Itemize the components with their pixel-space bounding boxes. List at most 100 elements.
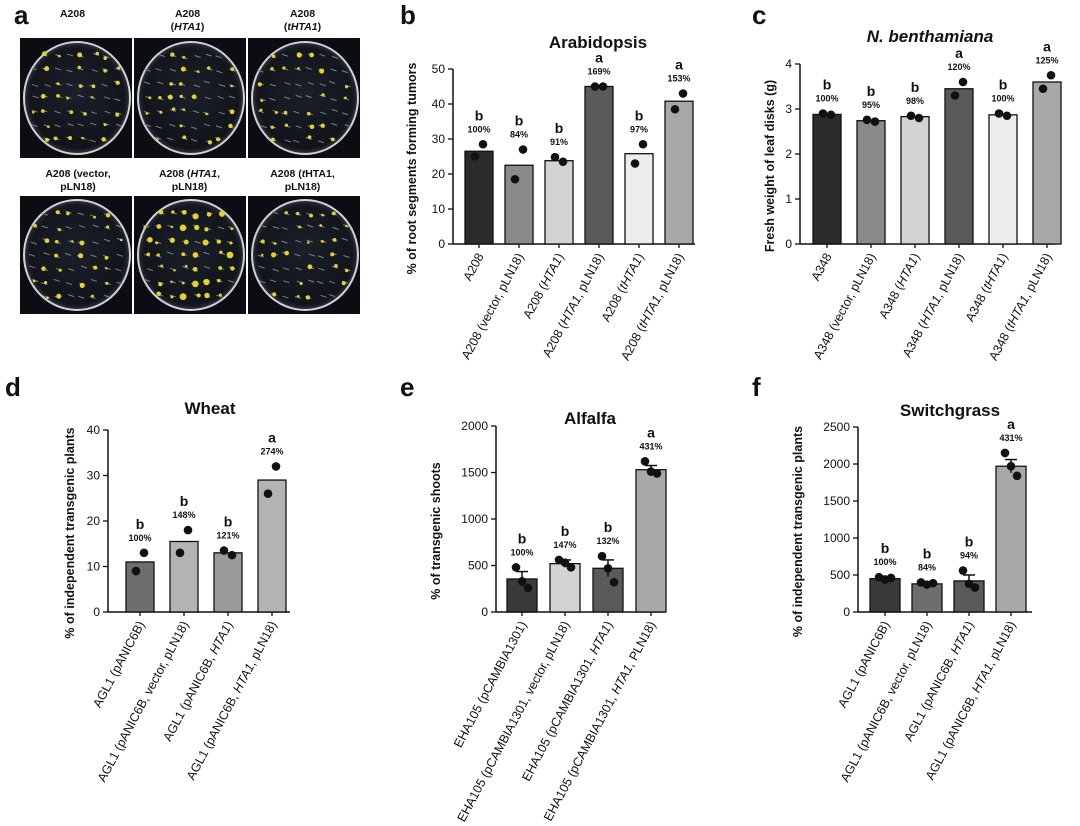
data-point [558, 157, 568, 167]
significance-letter: b [867, 83, 876, 99]
bar [664, 100, 694, 245]
chart-title: Wheat [185, 399, 236, 418]
data-point [523, 583, 533, 593]
chart-title: Alfalfa [564, 409, 617, 428]
significance-letter: b [635, 107, 644, 123]
significance-letter: b [604, 519, 613, 535]
x-tick-label: A348 (tHTA1) [963, 251, 1011, 324]
panel-letter-b: b [400, 0, 416, 30]
chart-c: N. benthamiana 0 1 2 3 4 Fresh weight of leaf … [763, 27, 1062, 363]
bar [504, 164, 534, 245]
significance-letter: b [224, 514, 233, 530]
y-tick-label: 1500 [461, 466, 488, 480]
y-tick-label: 40 [432, 97, 446, 111]
percent-label: 94% [960, 551, 978, 561]
y-tick-label: 40 [87, 423, 101, 437]
significance-letter: b [965, 534, 974, 550]
plate-label-a208-vector-pln18: A208 (vector, pLN18) [45, 168, 111, 193]
significance-letter: a [1007, 416, 1015, 432]
data-point [670, 104, 680, 114]
data-point [958, 77, 968, 87]
chart-d: Wheat 0 10 20 30 40 % of independent transgeni… [63, 399, 290, 784]
y-tick-label: 2000 [461, 419, 488, 433]
y-tick-label: 0 [481, 605, 488, 619]
y-tick-label: 0 [438, 237, 445, 251]
bar [900, 116, 930, 245]
bar [944, 88, 974, 245]
data-point [1000, 448, 1010, 458]
plate-label-a208-thta1-pln18: A208 (tHTA1, pLN18) [270, 168, 335, 193]
y-tick-label: 30 [432, 132, 446, 146]
y-tick-label: 20 [87, 514, 101, 528]
data-point [271, 462, 281, 471]
percent-label: 100% [991, 94, 1014, 104]
chart-f: Switchgrass 0 500 1000 1500 2000 2500 % of inde… [791, 401, 1032, 784]
significance-letter: b [561, 523, 570, 539]
plate-label-a208: A208 [59, 8, 86, 20]
panel-letter-f: f [752, 372, 761, 402]
percent-label: 153% [667, 74, 690, 84]
data-point [139, 548, 149, 558]
chart-title: Arabidopsis [549, 33, 647, 52]
bar [995, 465, 1027, 613]
data-point [511, 563, 521, 572]
y-tick-label: 50 [432, 62, 446, 76]
plate-photo-a208-hta1 [134, 38, 246, 158]
x-tick-label: EHA105 (pCAMBIA1301, HTA1) [519, 619, 615, 784]
plate-label-a208-hta1: A208 (HTA1) [170, 8, 205, 33]
bar [635, 469, 667, 613]
percent-label: 100% [510, 547, 533, 557]
y-tick-label: 0 [93, 605, 100, 619]
data-point [566, 563, 576, 572]
chart-b: Arabidopsis 0 10 20 30 40 50 % of root segments… [405, 33, 695, 363]
data-point [510, 174, 520, 184]
data-point [970, 583, 980, 592]
significance-letter: b [823, 77, 832, 93]
percent-label: 169% [587, 67, 610, 77]
y-tick-label: 10 [87, 560, 101, 574]
y-tick-label: 0 [843, 605, 850, 619]
y-tick-label: 1500 [823, 494, 850, 508]
y-tick-label: 3 [785, 102, 792, 116]
x-tick-label: A348 (HTA1) [876, 251, 922, 321]
data-point [958, 566, 968, 575]
bar [213, 552, 243, 613]
significance-letter: a [268, 429, 276, 445]
data-point [550, 152, 560, 162]
data-point [518, 145, 528, 154]
percent-label: 132% [596, 536, 619, 546]
percent-label: 431% [999, 433, 1022, 443]
bar [812, 113, 842, 245]
significance-letter: b [923, 545, 932, 561]
plate-photo-a208-hta1-pln18 [134, 196, 246, 314]
percent-label: 125% [1035, 55, 1058, 65]
data-point [630, 159, 640, 168]
chart-e: Alfalfa 0 500 1000 1500 2000 % of transgenic s… [429, 409, 667, 824]
data-point [862, 115, 872, 125]
y-axis-label: % of root segments forming tumors [405, 63, 419, 275]
y-axis-label: Fresh weight of leaf disks (g) [763, 80, 777, 252]
data-point [597, 551, 607, 561]
bar [592, 567, 624, 613]
chart-title: N. benthamiana [867, 27, 994, 46]
data-point [131, 566, 141, 576]
significance-letter: a [595, 50, 603, 66]
plate-label-a208-thta1: A208 (tHTA1) [283, 8, 322, 33]
bar [549, 562, 581, 613]
percent-label: 121% [216, 531, 239, 541]
data-point [906, 111, 916, 121]
bar [624, 153, 654, 245]
y-tick-label: 10 [432, 202, 446, 216]
y-axis-label: % of independent transgenic plants [63, 427, 77, 638]
percent-label: 100% [873, 557, 896, 567]
significance-letter: a [647, 424, 655, 440]
percent-label: 91% [550, 137, 568, 147]
data-point [678, 89, 688, 98]
data-point [590, 82, 600, 91]
percent-label: 97% [630, 124, 648, 134]
data-point [517, 577, 527, 586]
y-tick-label: 2000 [823, 457, 850, 471]
data-point [183, 525, 193, 535]
data-point [227, 550, 237, 560]
significance-letter: b [515, 113, 524, 129]
